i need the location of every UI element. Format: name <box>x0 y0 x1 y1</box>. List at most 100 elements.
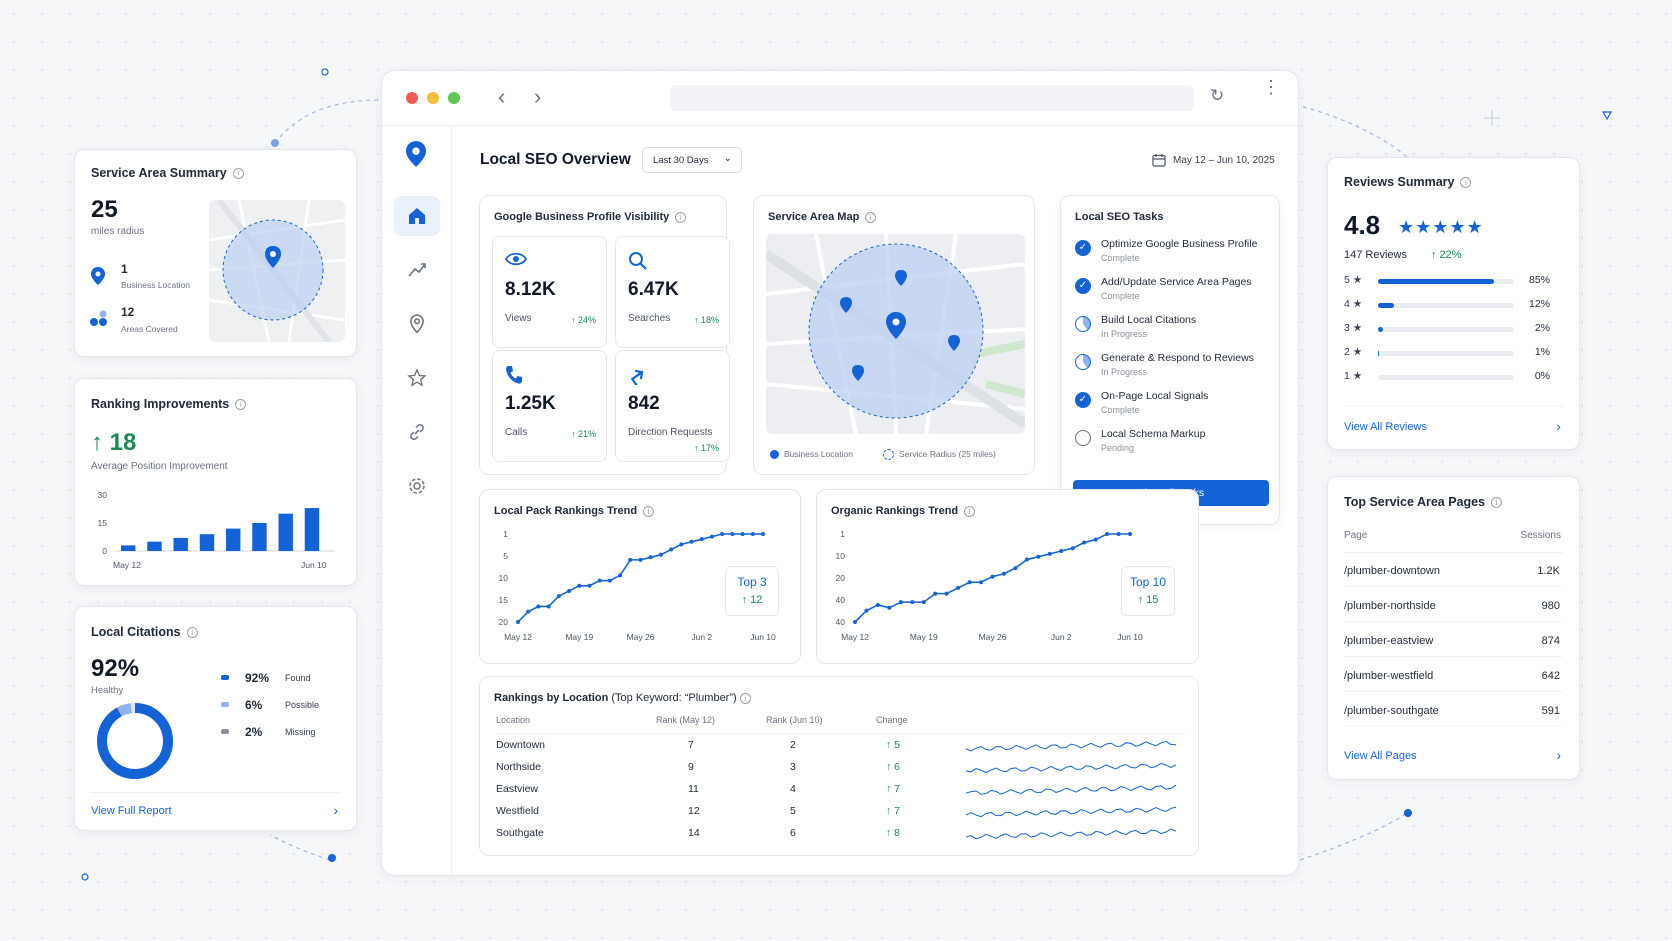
card-title: Service Area Map i <box>768 211 877 223</box>
data-point <box>933 591 938 596</box>
data-point <box>648 555 653 560</box>
check-icon[interactable]: ✓ <box>1075 240 1091 256</box>
table-row[interactable]: /plumber-southgate 591 <box>1344 693 1562 727</box>
legend-item: 2% Missing <box>221 725 341 741</box>
data-point <box>910 600 915 605</box>
mini-map[interactable] <box>209 200 345 342</box>
sparkline <box>966 740 1176 752</box>
chevron-right-icon[interactable]: › <box>333 802 338 818</box>
progress-icon[interactable] <box>1075 316 1091 332</box>
info-icon[interactable]: i <box>1460 176 1472 188</box>
rating-row: 3 ★ 2% <box>1344 322 1550 338</box>
star-icon <box>407 368 427 387</box>
back-icon[interactable]: ‹ <box>498 84 506 109</box>
pending-icon[interactable] <box>1075 430 1091 446</box>
nav-links[interactable] <box>394 412 440 452</box>
table-header: Location Rank (May 12) Rank (Jun 10) Cha… <box>496 715 908 725</box>
rank-end: 6 <box>790 827 796 839</box>
metric-searches[interactable]: 6.47K Searches ↑ 18% <box>615 236 730 348</box>
card-title: Local Pack Rankings Trend i <box>494 505 655 517</box>
data-point <box>1093 537 1098 542</box>
data-point <box>526 609 531 614</box>
page-sessions: 874 <box>1541 635 1560 647</box>
sparkline <box>966 828 1176 840</box>
task-item[interactable]: Build Local Citations In Progress <box>1075 314 1260 350</box>
metric-directions[interactable]: 842 Direction Requests ↑ 17% <box>615 350 730 462</box>
metric-value: 842 <box>628 393 660 414</box>
chevron-right-icon[interactable]: › <box>1556 418 1561 434</box>
maximize-window-button[interactable] <box>448 92 460 104</box>
data-point <box>516 620 520 624</box>
x-tick-label: Jun 2 <box>691 632 712 642</box>
service-area-map[interactable] <box>766 234 1025 434</box>
sparkline-line <box>966 806 1176 818</box>
view-full-report-link[interactable]: View Full Report <box>91 805 172 817</box>
date-range-select[interactable]: Last 30 Days ⌄ <box>642 147 742 173</box>
y-tick-label: 40 <box>836 617 846 627</box>
metric-views[interactable]: 8.12K Views ↑ 24% <box>492 236 607 348</box>
location-pin-icon <box>91 267 105 285</box>
nav-home[interactable] <box>394 196 440 236</box>
data-point <box>853 620 857 624</box>
info-icon[interactable]: i <box>865 211 877 223</box>
check-icon[interactable]: ✓ <box>1075 392 1091 408</box>
info-icon[interactable]: i <box>643 505 655 517</box>
x-tick-label: Jun 10 <box>1117 632 1143 642</box>
info-icon[interactable]: i <box>1491 496 1503 508</box>
chevron-down-icon: ⌄ <box>723 153 732 164</box>
data-point <box>577 583 582 588</box>
metric-label: Direction Requests <box>628 427 713 438</box>
nav-locations[interactable] <box>394 304 440 344</box>
table-row: Northside 9 3 ↑ 6 <box>496 757 1176 779</box>
info-icon[interactable]: i <box>232 167 244 179</box>
close-window-button[interactable] <box>406 92 418 104</box>
info-icon[interactable]: i <box>235 398 247 410</box>
address-bar[interactable] <box>670 85 1194 111</box>
data-point <box>720 532 725 536</box>
task-item[interactable]: ✓ On-Page Local Signals Complete <box>1075 390 1260 426</box>
nav-trends[interactable] <box>394 250 440 290</box>
forward-icon[interactable]: › <box>534 84 542 109</box>
nav-settings[interactable] <box>394 466 440 506</box>
task-item[interactable]: Generate & Respond to Reviews In Progress <box>1075 352 1260 388</box>
rank-change: ↑ 6 <box>886 761 901 773</box>
sparkline <box>966 762 1176 774</box>
check-icon[interactable]: ✓ <box>1075 278 1091 294</box>
data-point <box>699 537 704 542</box>
column-sessions: Sessions <box>1520 530 1561 541</box>
table-row: Eastview 11 4 ↑ 7 <box>496 779 1176 801</box>
view-all-pages-link[interactable]: View All Pages <box>1344 750 1417 762</box>
rating-row: 1 ★ 0% <box>1344 370 1550 386</box>
info-icon[interactable]: i <box>186 626 198 638</box>
table-row[interactable]: /plumber-eastview 874 <box>1344 623 1562 657</box>
rank-end: 2 <box>790 739 796 751</box>
info-icon[interactable]: i <box>964 505 976 517</box>
info-icon[interactable]: i <box>739 693 751 704</box>
task-item[interactable]: ✓ Optimize Google Business Profile Complet… <box>1075 238 1260 274</box>
x-tick-label: May 19 <box>910 632 938 642</box>
service-area-summary-card: Service Area Summary i 25 miles radius 1 … <box>74 149 357 357</box>
view-all-reviews-link[interactable]: View All Reviews <box>1344 421 1427 433</box>
browser-window: ‹ › ↻ ⋮ Local SEO Overview Last 30 Days ⌄… <box>381 70 1299 876</box>
table-row[interactable]: /plumber-downtown 1.2K <box>1344 553 1562 587</box>
more-menu-icon[interactable]: ⋮ <box>1262 77 1280 97</box>
sparkline <box>966 784 1176 795</box>
areas-icon <box>90 310 107 326</box>
table-row[interactable]: /plumber-northside 980 <box>1344 588 1562 622</box>
info-icon[interactable]: i <box>675 211 687 223</box>
review-count: 147 Reviews <box>1344 249 1407 261</box>
nav-reviews[interactable] <box>394 358 440 398</box>
chevron-right-icon[interactable]: › <box>1556 747 1561 763</box>
metric-calls[interactable]: 1.25K Calls ↑ 21% <box>492 350 607 462</box>
legend-radius-icon <box>883 449 894 460</box>
reload-icon[interactable]: ↻ <box>1210 86 1225 105</box>
progress-icon[interactable] <box>1075 354 1091 370</box>
rating-bar-fill <box>1378 279 1494 284</box>
table-row[interactable]: /plumber-westfield 642 <box>1344 658 1562 692</box>
task-item[interactable]: Local Schema Markup Pending <box>1075 428 1260 464</box>
minimize-window-button[interactable] <box>427 92 439 104</box>
citations-value: 92% <box>91 655 140 682</box>
metric-change: ↑ 17% <box>693 443 719 453</box>
trend-badge: Top 10 ↑ 15 <box>1121 566 1175 616</box>
task-item[interactable]: ✓ Add/Update Service Area Pages Complete <box>1075 276 1260 312</box>
